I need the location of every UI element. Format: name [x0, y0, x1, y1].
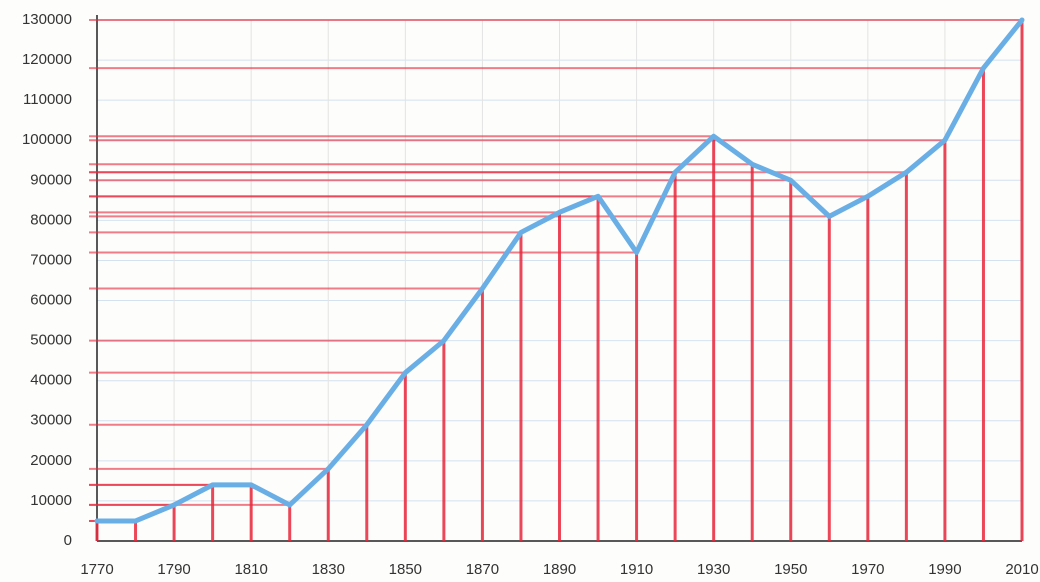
- x-tick-label: 1790: [157, 561, 190, 578]
- y-tick-label: 50000: [30, 332, 72, 349]
- x-tick-label: 2010: [1005, 561, 1038, 578]
- y-tick-label: 100000: [22, 131, 72, 148]
- x-tick-label: 1970: [851, 561, 884, 578]
- y-tick-label: 30000: [30, 412, 72, 429]
- x-tick-label: 1890: [543, 561, 576, 578]
- y-tick-label: 130000: [22, 11, 72, 28]
- y-tick-label: 120000: [22, 51, 72, 68]
- x-tick-label: 1870: [466, 561, 499, 578]
- y-tick-label: 80000: [30, 211, 72, 228]
- y-tick-label: 60000: [30, 292, 72, 309]
- x-tick-label: 1810: [234, 561, 267, 578]
- y-tick-label: 70000: [30, 251, 72, 268]
- data-line: [94, 17, 1025, 524]
- y-tick-label: 20000: [30, 452, 72, 469]
- y-tick-label: 10000: [30, 492, 72, 509]
- x-tick-label: 1910: [620, 561, 653, 578]
- x-tick-label: 1930: [697, 561, 730, 578]
- x-tick-label: 1770: [80, 561, 113, 578]
- y-tick-label: 110000: [23, 91, 72, 108]
- y-tick-label: 90000: [30, 171, 72, 188]
- x-tick-label: 1950: [774, 561, 807, 578]
- y-tick-label: 40000: [30, 372, 72, 389]
- x-tick-label: 1850: [389, 561, 422, 578]
- y-tick-label: 0: [64, 532, 72, 549]
- x-tick-label: 1830: [312, 561, 345, 578]
- x-tick-label: 1990: [928, 561, 961, 578]
